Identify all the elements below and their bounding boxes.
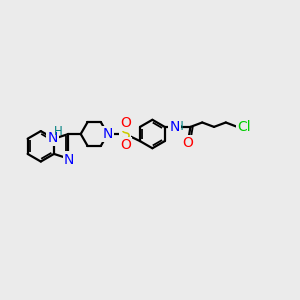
Text: N: N xyxy=(103,127,113,141)
Text: N: N xyxy=(48,131,58,145)
Text: O: O xyxy=(182,136,193,150)
Text: N: N xyxy=(169,120,180,134)
Text: O: O xyxy=(120,116,131,130)
Text: N: N xyxy=(64,153,74,166)
Text: O: O xyxy=(120,138,131,152)
Text: H: H xyxy=(54,125,63,138)
Text: Cl: Cl xyxy=(237,120,251,134)
Text: S: S xyxy=(121,127,130,142)
Text: H: H xyxy=(175,120,184,133)
